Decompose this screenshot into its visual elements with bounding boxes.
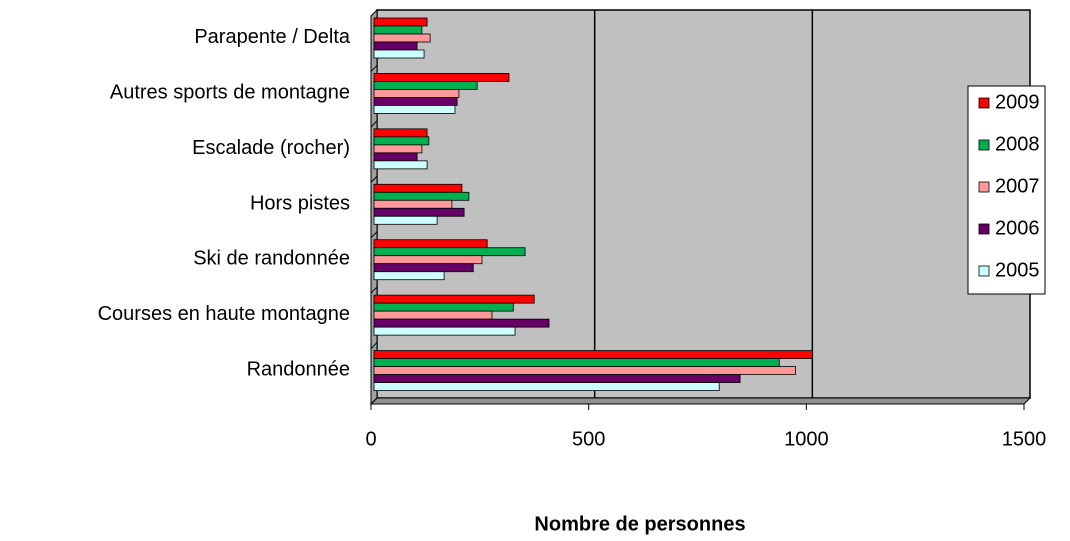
y-tick-label: Courses en haute montagne (98, 303, 350, 325)
bar (373, 382, 720, 391)
bar (373, 128, 428, 138)
y-tick-label: Autres sports de montagne (110, 81, 350, 103)
bar (373, 310, 493, 320)
y-tick (370, 175, 378, 183)
bar (373, 271, 445, 281)
bar (373, 199, 453, 209)
bar (373, 17, 428, 27)
bar (373, 183, 463, 193)
x-tick-label: 0 (365, 428, 376, 450)
legend-swatch (978, 223, 990, 235)
bar (373, 263, 474, 273)
bar (373, 25, 423, 35)
bar (373, 191, 470, 201)
y-tick-label: Escalade (rocher) (192, 137, 350, 159)
bar (373, 302, 514, 312)
bar (373, 97, 458, 106)
y-tick-label: Parapente / Delta (194, 26, 351, 48)
bar (373, 144, 423, 154)
bar (373, 374, 741, 383)
legend-swatch (978, 139, 990, 151)
bar (373, 247, 526, 257)
y-tick (370, 397, 378, 405)
legend-swatch (978, 181, 990, 193)
x-axis-title: Nombre de personnes (534, 513, 745, 535)
bar (373, 81, 478, 90)
plot-wall (376, 9, 1031, 399)
legend-label: 2008 (995, 133, 1040, 155)
bar (373, 366, 796, 375)
legend-label: 2005 (995, 259, 1040, 281)
bar (373, 215, 438, 225)
legend-swatch (978, 97, 990, 109)
x-tick-label: 1000 (784, 428, 829, 450)
bar (373, 73, 510, 82)
bar (373, 326, 516, 336)
bar (373, 207, 465, 217)
bar (373, 105, 456, 114)
x-tick-label: 1500 (1002, 428, 1047, 450)
bar (373, 49, 425, 59)
legend-label: 2007 (995, 175, 1040, 197)
bar (373, 41, 418, 51)
floor (369, 397, 1032, 405)
bar (373, 318, 550, 328)
legend-swatch (978, 265, 990, 277)
bar (373, 160, 428, 170)
y-tick-label: Ski de randonnée (193, 248, 350, 270)
bar (373, 358, 780, 367)
bar (373, 239, 488, 249)
bar (373, 350, 813, 359)
bar (373, 294, 535, 304)
legend-label: 2009 (995, 91, 1040, 113)
y-tick (370, 342, 378, 349)
y-tick (370, 120, 378, 128)
y-tick (370, 65, 378, 72)
y-tick-label: Randonnée (247, 359, 350, 381)
y-tick-label: Hors pistes (250, 192, 350, 214)
x-tick-label: 500 (572, 428, 605, 450)
y-tick (370, 286, 378, 294)
bar (373, 255, 483, 265)
bar (373, 89, 460, 98)
legend-label: 2006 (995, 217, 1040, 239)
y-tick (370, 231, 378, 239)
bar (373, 152, 418, 162)
bar (373, 33, 431, 43)
bar (373, 136, 430, 146)
